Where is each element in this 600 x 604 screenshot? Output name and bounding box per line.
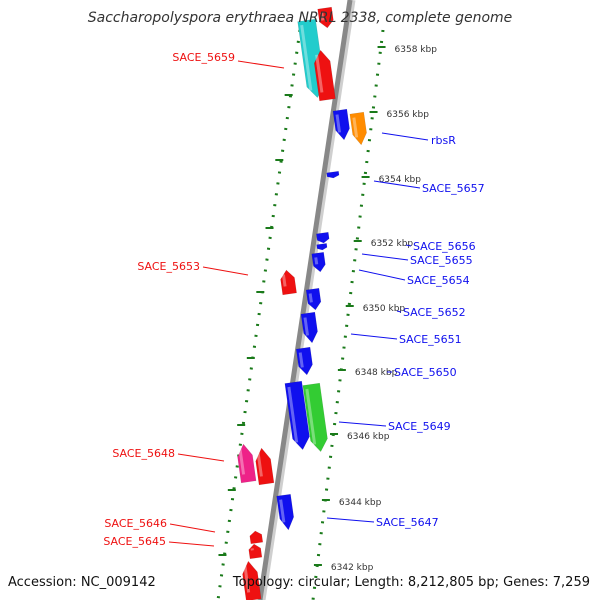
gene-rbsR — [350, 112, 368, 146]
leader-line-rbsr — [382, 133, 428, 140]
ruler-label-6354: 6354 kbp — [379, 175, 422, 185]
gene-label-sace-5649: SACE_5649 — [388, 420, 451, 433]
gene-sace-5653 — [279, 269, 296, 295]
gene-sace-5646 — [249, 530, 263, 544]
leader-line-sace-5654 — [359, 270, 405, 280]
leader-line-sace-5651 — [351, 334, 397, 339]
gene-sace-5645 — [248, 543, 262, 559]
gene-label-sace-5646: SACE_5646 — [104, 517, 167, 530]
gene-label-sace-5645: SACE_5645 — [103, 535, 166, 548]
gene-label-sace-5655: SACE_5655 — [410, 254, 473, 267]
gene-label-sace-5657: SACE_5657 — [422, 182, 485, 195]
ruler-label-6356: 6356 kbp — [387, 110, 430, 120]
ruler-label-6346: 6346 kbp — [347, 432, 390, 442]
leader-line-sace-5645 — [169, 542, 214, 546]
gene-label-sace-5650: SACE_5650 — [394, 366, 457, 379]
leader-line-sace-5649 — [339, 422, 386, 426]
gene-sace-5655 — [317, 243, 328, 250]
map-title: Saccharopolyspora erythraea NRRL 2338, c… — [0, 10, 600, 26]
gene-label-rbsr: rbsR — [431, 134, 456, 147]
gene-label-sace-5656: SACE_5656 — [413, 240, 476, 253]
leader-line-sace-5659 — [238, 61, 284, 68]
gene-label-sace-5659: SACE_5659 — [172, 51, 235, 64]
gene-sace-5648 — [254, 447, 274, 485]
leader-line-sace-5655 — [362, 254, 408, 260]
ruler-label-6352: 6352 kbp — [371, 239, 414, 249]
leader-line-sace-5647 — [327, 518, 374, 522]
gene-label-sace-5652: SACE_5652 — [403, 306, 466, 319]
genome-backbone — [260, 0, 350, 600]
outer-dotted-ring — [313, 30, 383, 600]
gene-label-sace-5654: SACE_5654 — [407, 274, 470, 287]
gene-label-sace-5647: SACE_5647 — [376, 516, 439, 529]
ruler-label-6342: 6342 kbp — [331, 563, 374, 573]
genome-stats-text: Topology: circular; Length: 8,212,805 bp… — [233, 575, 590, 590]
gene-sace-5648-pink — [236, 443, 256, 483]
leader-line-sace-5646 — [170, 524, 215, 532]
gene-label-sace-5651: SACE_5651 — [399, 333, 462, 346]
ruler-label-6348: 6348 kbp — [355, 368, 398, 378]
gene-label-sace-5648: SACE_5648 — [112, 447, 175, 460]
accession-text: Accession: NC_009142 — [8, 575, 156, 590]
ruler-label-6350: 6350 kbp — [363, 304, 406, 314]
gene-label-sace-5653: SACE_5653 — [137, 260, 200, 273]
ruler-label-6358: 6358 kbp — [395, 45, 438, 55]
gene-blue-near-rbsR — [333, 109, 351, 141]
leader-line-sace-5648 — [178, 454, 224, 461]
ruler-label-6344: 6344 kbp — [339, 498, 382, 508]
leader-line-sace-5653 — [203, 267, 248, 275]
gene-sace-5647 — [277, 494, 296, 531]
